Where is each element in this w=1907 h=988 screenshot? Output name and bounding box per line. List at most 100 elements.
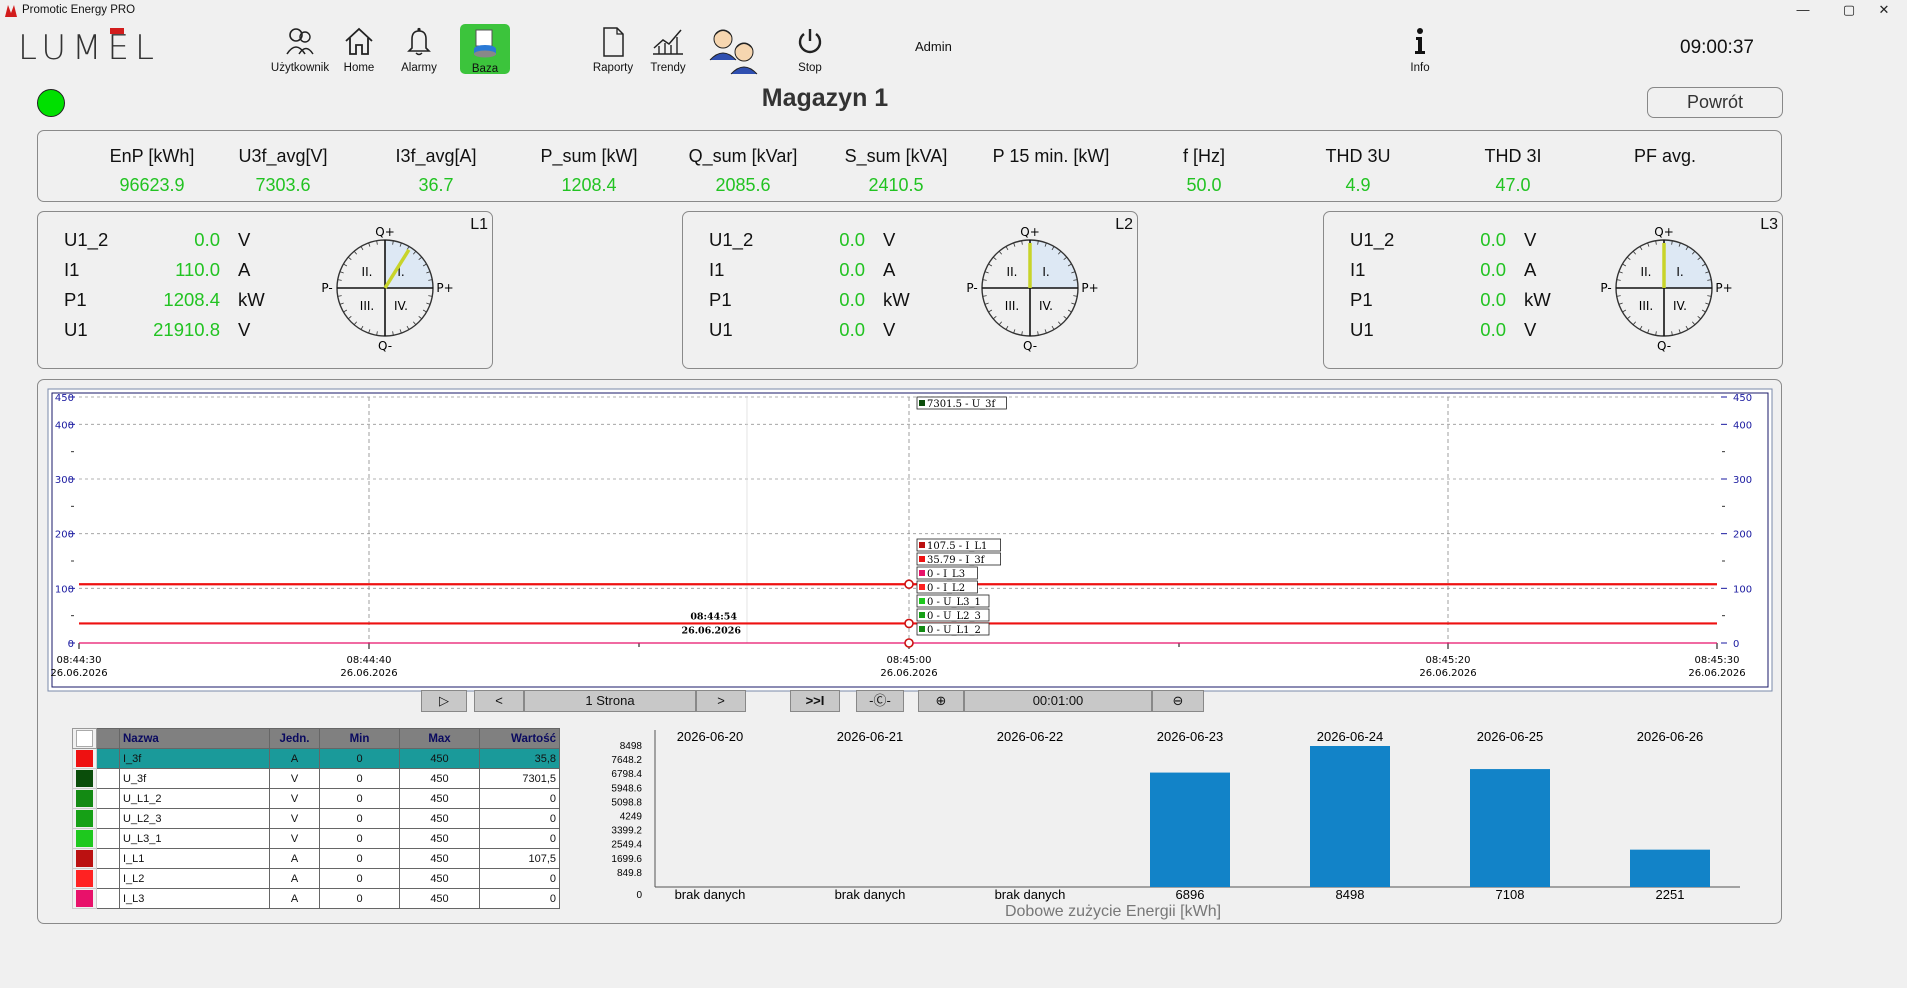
series-color-cell[interactable] — [72, 788, 97, 809]
operators-button[interactable] — [706, 22, 762, 75]
series-row[interactable]: U_L3_1 V 0 450 0 — [72, 828, 560, 849]
info-button[interactable]: Info — [1400, 22, 1440, 74]
next-page-button[interactable]: > — [696, 690, 746, 712]
series-toggle[interactable] — [96, 888, 120, 909]
series-name: I_L3 — [119, 888, 270, 909]
series-min: 0 — [319, 748, 400, 769]
reset-zoom-button[interactable]: -Ⓒ- — [856, 690, 904, 712]
dial-tick — [360, 325, 364, 330]
dial-tick — [1678, 242, 1681, 247]
summary-value: 36.7 — [418, 175, 454, 195]
series-row[interactable]: U_L2_3 V 0 450 0 — [72, 808, 560, 829]
close-button[interactable]: ✕ — [1878, 2, 1890, 17]
dial-tick — [368, 329, 371, 334]
app-logo-icon — [5, 5, 17, 17]
go-to-end-button[interactable]: >>I — [790, 690, 840, 712]
trend-x-tick-time: 08:44:40 — [347, 655, 392, 666]
dial-tick — [1647, 329, 1650, 334]
phase-row-label: U1 — [1350, 319, 1374, 340]
summary-value: 2410.5 — [868, 175, 924, 195]
phase-row-label: U1 — [709, 319, 733, 340]
dial-tick — [1005, 246, 1009, 251]
dial-tick — [337, 295, 342, 297]
bell-icon — [407, 27, 431, 56]
series-row[interactable]: I_L3 A 0 450 0 — [72, 888, 560, 909]
phase-row-label: U1 — [64, 319, 88, 340]
series-toggle[interactable] — [96, 828, 120, 849]
user-button[interactable]: Użytkownik — [268, 22, 332, 74]
dial-label-q2: II. — [1641, 265, 1652, 279]
series-color-cell[interactable] — [72, 828, 97, 849]
series-color-cell[interactable] — [72, 768, 97, 789]
series-color-cell[interactable] — [72, 868, 97, 889]
minimize-button[interactable]: — — [1796, 2, 1810, 17]
series-row[interactable]: I_L1 A 0 450 107,5 — [72, 848, 560, 869]
home-button[interactable]: Home — [338, 22, 380, 74]
bar-y-tick: 0 — [636, 890, 642, 901]
dial-tick — [1057, 250, 1062, 255]
bar — [1470, 769, 1550, 887]
bar-category-label: 2026-06-25 — [1477, 729, 1544, 744]
series-toggle[interactable] — [96, 868, 120, 889]
series-row[interactable]: U_3f V 0 450 7301,5 — [72, 768, 560, 789]
series-value: 107,5 — [479, 848, 560, 869]
prev-page-button[interactable]: < — [474, 690, 524, 712]
trends-button[interactable]: Trendy — [646, 22, 690, 74]
dial-label-q-plus: Q+ — [375, 225, 395, 239]
series-value: 35,8 — [479, 748, 560, 769]
series-min: 0 — [319, 848, 400, 869]
bar-category-label: 2026-06-21 — [837, 729, 904, 744]
series-toggle[interactable] — [96, 848, 120, 869]
zoom-out-button[interactable]: ⊖ — [1152, 690, 1204, 712]
summary-value: 50.0 — [1186, 175, 1222, 195]
info-icon — [1415, 28, 1425, 54]
dial-tick — [988, 309, 993, 313]
zoom-in-button[interactable]: ⊕ — [918, 690, 964, 712]
dial-tick — [1671, 331, 1673, 336]
tooltip-swatch — [919, 584, 925, 590]
series-name: I_L2 — [119, 868, 270, 889]
dial-tick — [426, 271, 431, 274]
tooltip-box — [916, 566, 978, 580]
phase-name: L3 — [1760, 216, 1778, 233]
phase-panel-l3: U1_2 0.0 V I1 0.0 A P1 0.0 kW U1 0.0 V L3 Q+ Q- P+ P- I. I… — [1323, 211, 1783, 369]
phase-row-label: P1 — [709, 289, 732, 310]
series-row[interactable]: I_3f A 0 450 35,8 — [72, 748, 560, 769]
dial-tick — [353, 250, 358, 255]
series-max: 450 — [399, 848, 480, 869]
stop-button[interactable]: Stop — [790, 22, 830, 74]
series-row[interactable]: U_L1_2 V 0 450 0 — [72, 788, 560, 809]
series-toggle[interactable] — [96, 788, 120, 809]
series-row[interactable]: I_L2 A 0 450 0 — [72, 868, 560, 889]
series-toggle[interactable] — [96, 748, 120, 769]
dial-tick — [343, 263, 348, 267]
phase-row-unit: kW — [1524, 289, 1551, 310]
play-button[interactable]: ▷ — [421, 690, 467, 712]
reports-button[interactable]: Raporty — [590, 22, 636, 74]
dial-tick — [1005, 325, 1009, 330]
dial-tick — [1691, 321, 1696, 326]
phase-name: L1 — [470, 216, 488, 233]
dial-tick — [426, 302, 431, 305]
maximize-button[interactable]: ▢ — [1842, 2, 1856, 17]
trend-chart[interactable]: 0 0 100 100 200 200 300 300 400 400 450 450 08:44:30… — [47, 388, 1773, 692]
tooltip-box — [916, 538, 1001, 552]
back-button[interactable]: Powrót — [1647, 87, 1783, 118]
series-color-cell[interactable] — [72, 748, 97, 769]
tooltip-text: 0 - I_L3 — [927, 569, 965, 580]
series-value: 0 — [479, 868, 560, 889]
series-toggle[interactable] — [96, 808, 120, 829]
alarms-button[interactable]: Alarmy — [396, 22, 442, 74]
tooltip-text: 107.5 - I_L1 — [927, 541, 987, 552]
database-button[interactable]: Baza — [460, 24, 510, 75]
tooltip-box — [916, 622, 990, 636]
series-toggle[interactable] — [96, 768, 120, 789]
series-color-cell[interactable] — [72, 808, 97, 829]
series-color-cell[interactable] — [72, 888, 97, 909]
tooltip-swatch — [919, 612, 925, 618]
report-icon — [603, 27, 624, 57]
series-color-swatch — [76, 810, 93, 827]
dial-tick — [998, 321, 1003, 326]
series-color-cell[interactable] — [72, 848, 97, 869]
select-all-checkbox[interactable] — [76, 730, 93, 747]
